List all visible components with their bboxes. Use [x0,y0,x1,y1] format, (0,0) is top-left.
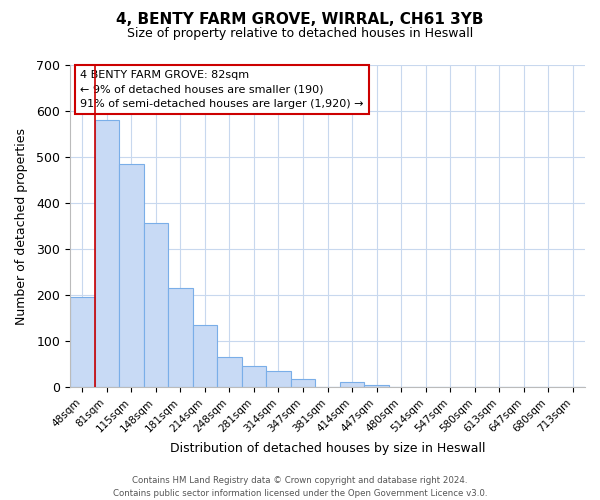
Bar [70,298,95,387]
Bar [266,371,291,387]
Bar [217,357,242,387]
Bar [364,385,389,387]
Bar [291,380,315,387]
Bar [95,120,119,387]
Bar [193,325,217,387]
Text: Contains HM Land Registry data © Crown copyright and database right 2024.
Contai: Contains HM Land Registry data © Crown c… [113,476,487,498]
Bar [242,366,266,387]
Text: 4 BENTY FARM GROVE: 82sqm
← 9% of detached houses are smaller (190)
91% of semi-: 4 BENTY FARM GROVE: 82sqm ← 9% of detach… [80,70,364,110]
Text: Size of property relative to detached houses in Heswall: Size of property relative to detached ho… [127,28,473,40]
Text: 4, BENTY FARM GROVE, WIRRAL, CH61 3YB: 4, BENTY FARM GROVE, WIRRAL, CH61 3YB [116,12,484,28]
X-axis label: Distribution of detached houses by size in Heswall: Distribution of detached houses by size … [170,442,485,455]
Bar [143,223,168,387]
Bar [168,288,193,387]
Y-axis label: Number of detached properties: Number of detached properties [15,128,28,324]
Bar [340,382,364,387]
Bar [119,164,143,387]
